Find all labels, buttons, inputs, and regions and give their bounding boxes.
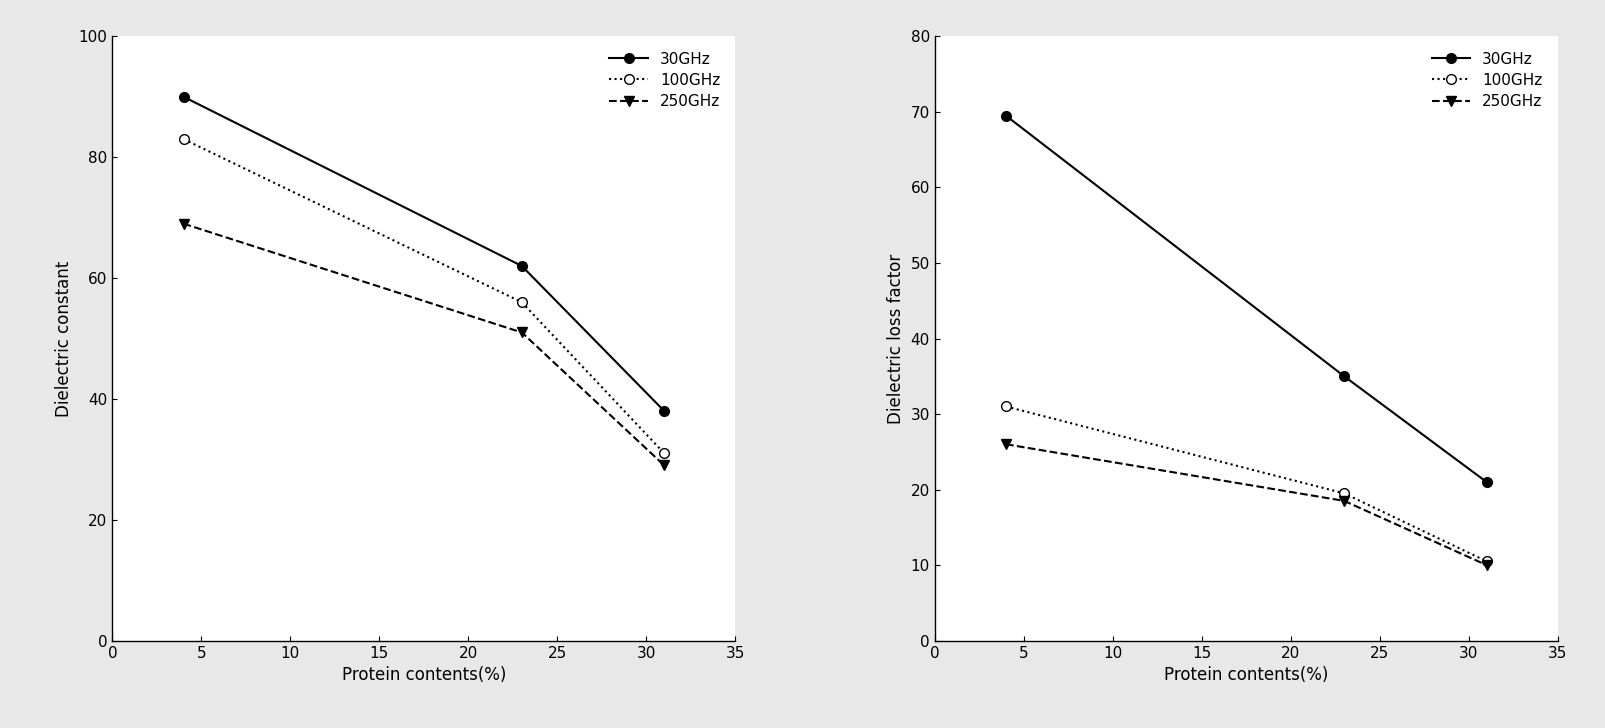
Legend: 30GHz, 100GHz, 250GHz: 30GHz, 100GHz, 250GHz xyxy=(1424,44,1549,116)
250GHz xyxy=(512,328,531,337)
30GHz xyxy=(173,92,193,101)
30GHz xyxy=(995,111,1014,120)
Line: 100GHz: 100GHz xyxy=(1000,402,1491,566)
Line: 250GHz: 250GHz xyxy=(1000,440,1491,570)
250GHz xyxy=(173,219,193,228)
Legend: 30GHz, 100GHz, 250GHz: 30GHz, 100GHz, 250GHz xyxy=(602,44,727,116)
100GHz xyxy=(1334,489,1353,498)
250GHz xyxy=(655,461,674,470)
250GHz xyxy=(1477,561,1496,569)
100GHz xyxy=(173,135,193,143)
Line: 250GHz: 250GHz xyxy=(178,219,669,470)
Line: 30GHz: 30GHz xyxy=(178,92,669,416)
Y-axis label: Dielectric constant: Dielectric constant xyxy=(55,261,74,416)
30GHz xyxy=(512,261,531,270)
X-axis label: Protein contents(%): Protein contents(%) xyxy=(1164,666,1327,684)
30GHz xyxy=(655,407,674,416)
Line: 100GHz: 100GHz xyxy=(178,134,669,458)
Y-axis label: Dielectric loss factor: Dielectric loss factor xyxy=(886,253,905,424)
250GHz xyxy=(1334,496,1353,505)
X-axis label: Protein contents(%): Protein contents(%) xyxy=(342,666,506,684)
100GHz xyxy=(512,298,531,306)
100GHz xyxy=(655,449,674,458)
100GHz xyxy=(1477,557,1496,566)
30GHz xyxy=(1334,372,1353,381)
Line: 30GHz: 30GHz xyxy=(1000,111,1491,487)
100GHz xyxy=(995,402,1014,411)
250GHz xyxy=(995,440,1014,448)
30GHz xyxy=(1477,478,1496,486)
